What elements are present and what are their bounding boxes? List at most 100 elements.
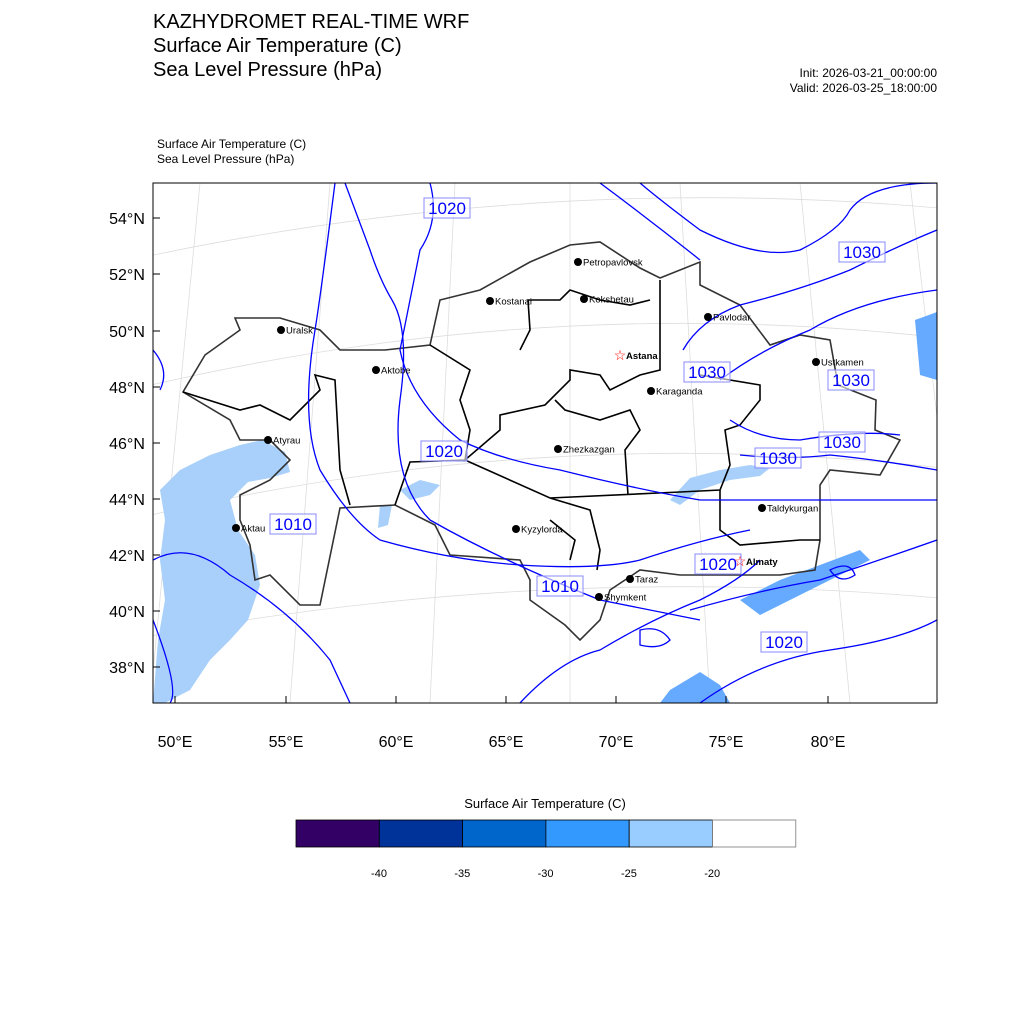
city-dot-icon [626, 575, 634, 583]
city-label: Pavlodar [713, 313, 751, 324]
city-label: Taldykurgan [767, 504, 818, 515]
subtitle-line-1: Surface Air Temperature (C) [157, 137, 306, 151]
colorbar-label: -40 [371, 868, 387, 880]
lat-tick-label: 40°N [109, 604, 145, 621]
lat-tick-label: 48°N [109, 380, 145, 397]
colorbar: -40 -35 -30 -25 -20 [295, 819, 797, 880]
capital-label: Almaty [746, 557, 778, 568]
lat-tick-label: 50°N [109, 324, 145, 341]
city-dot-icon [812, 358, 820, 366]
lon-tick-label: 80°E [811, 734, 846, 751]
pressure-label: 1030 [759, 449, 797, 468]
title-line-3: Sea Level Pressure (hPa) [153, 59, 382, 81]
pressure-label-box [423, 197, 471, 219]
pressure-label: 1020 [428, 199, 466, 218]
colorbar-swatch [545, 819, 630, 848]
capital-star-icon: ☆ [614, 347, 627, 363]
city-dot-icon [647, 387, 655, 395]
pressure-label-box [818, 431, 866, 453]
longitude-axis: 50°E 55°E 60°E 65°E 70°E 75°E 80°E [158, 696, 846, 751]
city-label: Atyrau [273, 436, 300, 447]
colorbar-label: -35 [454, 868, 470, 880]
city-label: Aktau [241, 524, 265, 535]
title-line-2: Surface Air Temperature (C) [153, 35, 402, 57]
lon-tick-label: 75°E [709, 734, 744, 751]
city-dot-icon [512, 525, 520, 533]
pressure-label-box [269, 513, 317, 535]
city-dot-icon [580, 295, 588, 303]
colorbar-label: -25 [621, 868, 637, 880]
pressure-label: 1030 [832, 371, 870, 390]
lat-tick-label: 44°N [109, 492, 145, 509]
pressure-label: 1030 [843, 243, 881, 262]
city-dot-icon [595, 593, 603, 601]
pressure-label-box [420, 440, 468, 462]
lat-tick-label: 42°N [109, 548, 145, 565]
lon-tick-label: 70°E [599, 734, 634, 751]
city-dot-icon [264, 436, 272, 444]
pressure-label: 1010 [274, 515, 312, 534]
colorbar-swatch [628, 819, 713, 848]
region-borders [182, 280, 820, 571]
city-label: Kyzylorda [521, 525, 563, 536]
city-markers: Petropavlovsk Kostanai Kokshetau Pavlodar Ur… [232, 258, 864, 604]
city-label: Karaganda [656, 387, 703, 398]
city-label: Shymkent [604, 593, 647, 604]
lon-tick-label: 65°E [489, 734, 524, 751]
colorbar-title: Surface Air Temperature (C) [464, 796, 626, 811]
city-dot-icon [554, 445, 562, 453]
city-label: Aktobe [381, 366, 411, 377]
pressure-label: 1030 [823, 433, 861, 452]
pressure-label: 1020 [765, 633, 803, 652]
city-dot-icon [704, 313, 712, 321]
valid-time: Valid: 2026-03-25_18:00:00 [790, 81, 938, 95]
colorbar-swatch [295, 819, 380, 848]
colorbar-swatch [462, 819, 547, 848]
city-label: Zhezkazgan [563, 445, 615, 456]
colorbar-label: -20 [704, 868, 720, 880]
title-line-1: KAZHYDROMET REAL-TIME WRF [153, 11, 469, 33]
country-border [181, 241, 902, 642]
pressure-label-box [827, 369, 875, 391]
colorbar-label: -30 [538, 868, 554, 880]
subtitle-line-2: Sea Level Pressure (hPa) [157, 152, 294, 166]
city-dot-icon [232, 524, 240, 532]
lon-tick-label: 60°E [379, 734, 414, 751]
caspian-sea [153, 440, 290, 703]
colorbar-swatch [712, 819, 797, 848]
city-dot-icon [758, 504, 766, 512]
city-dot-icon [372, 366, 380, 374]
city-label: Kokshetau [589, 295, 634, 306]
lat-tick-label: 38°N [109, 660, 145, 677]
pressure-label: 1030 [688, 363, 726, 382]
city-label: Taraz [635, 575, 658, 586]
pressure-label-box [536, 575, 584, 597]
pressure-label-box [754, 447, 802, 469]
balkhash-lake [670, 465, 770, 505]
city-label: Ustkamen [821, 358, 864, 369]
aral-lakes [378, 480, 440, 528]
lon-tick-label: 50°E [158, 734, 193, 751]
lat-tick-label: 52°N [109, 267, 145, 284]
lon-tick-label: 55°E [269, 734, 304, 751]
city-label: Kostanai [495, 297, 532, 308]
pressure-label-box [683, 361, 731, 383]
capital-label: Astana [626, 351, 658, 362]
city-dot-icon [486, 297, 494, 305]
city-label: Uralsk [286, 326, 313, 337]
map-area: 1020 1030 1030 1030 1020 1030 1030 1010 1020 1010… [153, 183, 937, 703]
pressure-label-box [694, 553, 742, 575]
init-time: Init: 2026-03-21_00:00:00 [800, 66, 938, 80]
pressure-label-box [838, 241, 886, 263]
lat-tick-label: 54°N [109, 211, 145, 228]
latitude-axis: 54°N 52°N 50°N 48°N 46°N 44°N 42°N 40°N 38°N [109, 211, 160, 677]
colorbar-swatch [378, 819, 463, 848]
pressure-contours [153, 183, 937, 703]
pressure-label: 1020 [699, 555, 737, 574]
city-dot-icon [277, 326, 285, 334]
city-dot-icon [574, 258, 582, 266]
lat-tick-label: 46°N [109, 436, 145, 453]
pressure-label: 1010 [541, 577, 579, 596]
city-label: Petropavlovsk [583, 258, 643, 269]
